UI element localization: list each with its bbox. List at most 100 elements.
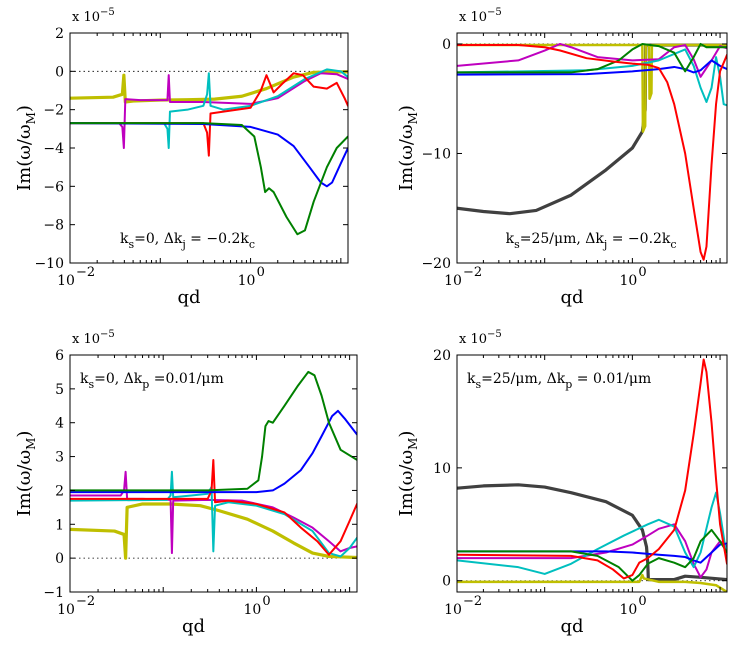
y-axis-label-close: ) xyxy=(14,105,35,112)
annotation-sub: s xyxy=(129,238,135,251)
annotation-text: =0, Δk xyxy=(134,231,183,247)
x-tick-exponent: 0 xyxy=(257,265,265,280)
y-axis-label: Im(ω/ωM) xyxy=(14,105,38,191)
y-tick-label: −1 xyxy=(43,585,64,601)
series-line-red xyxy=(70,458,357,556)
scale-note-base: x 10 xyxy=(459,332,487,347)
x-tick-exponent: −2 xyxy=(76,265,95,280)
series-line-yellow xyxy=(70,70,348,104)
y-tick-label: 0 xyxy=(55,551,64,567)
y-tick-label: −8 xyxy=(43,218,64,234)
y-axis-label-sub: M xyxy=(24,112,38,124)
series-line-magenta xyxy=(70,470,357,555)
x-tick-exponent: −2 xyxy=(463,265,482,280)
series-line-blue xyxy=(457,59,727,76)
y-axis-label-sub: M xyxy=(406,438,420,450)
y-tick-label: 10 xyxy=(433,461,451,477)
scale-note: x 10−5 xyxy=(72,329,115,347)
y-tick-label: 20 xyxy=(433,348,451,364)
x-tick-exponent: −2 xyxy=(76,594,95,609)
annotation-text: k xyxy=(120,231,129,247)
annotation: ks=25/μm, Δkp = 0.01/μm xyxy=(467,371,651,391)
series-line-blue xyxy=(70,122,348,188)
series-line-yellow xyxy=(457,573,727,592)
y-axis-label-close: ) xyxy=(14,431,35,438)
annotation-text: = −0.2k xyxy=(607,231,671,247)
y-axis-label-main: Im(ω/ω xyxy=(14,450,35,517)
y-tick-label: 0 xyxy=(55,64,64,80)
plot-frame xyxy=(69,354,358,593)
series-line-green xyxy=(457,42,727,74)
y-tick-label: 4 xyxy=(55,416,64,432)
x-tick-exponent: 0 xyxy=(638,594,646,609)
x-tick-exponent: −2 xyxy=(463,594,482,609)
x-tick-exponent: 0 xyxy=(262,594,270,609)
series-group xyxy=(457,42,727,261)
series-line-red xyxy=(70,72,348,157)
y-axis-label-main: Im(ω/ω xyxy=(396,124,417,191)
annotation: ks=0, Δkj = −0.2kc xyxy=(120,231,255,251)
y-tick-label: −10 xyxy=(34,256,64,272)
annotation: ks=0, Δkp =0.01/μm xyxy=(80,371,224,391)
x-tick-label: 10 xyxy=(619,602,637,618)
y-tick-label: 2 xyxy=(55,26,64,42)
scale-note: x 10−5 xyxy=(459,329,502,347)
y-axis-label-sub: M xyxy=(24,438,38,450)
x-tick-label: 10 xyxy=(444,273,462,289)
y-tick-label: 2 xyxy=(55,483,64,499)
annotation-text: =25/μm, Δk xyxy=(520,231,605,247)
y-tick-label: −4 xyxy=(43,141,64,157)
series-line-cyan xyxy=(457,48,727,107)
y-tick-label: −20 xyxy=(421,256,451,272)
x-tick-label: 10 xyxy=(444,602,462,618)
annotation-sub: j xyxy=(602,238,607,251)
y-axis-label-main: Im(ω/ω xyxy=(14,124,35,191)
x-axis-label: qd xyxy=(560,616,583,637)
annotation-sub: p xyxy=(142,378,149,391)
y-tick-label: −10 xyxy=(421,146,451,162)
scale-note-base: x 10 xyxy=(72,332,100,347)
y-axis-label-main: Im(ω/ω xyxy=(396,450,417,517)
series-line-green xyxy=(457,528,727,582)
y-tick-label: 1 xyxy=(55,517,64,533)
series-line-magenta xyxy=(70,72,348,149)
annotation-sub: j xyxy=(180,238,185,251)
annotation-sub: c xyxy=(670,238,676,251)
annotation-text: = 0.01/μm xyxy=(572,371,651,387)
series-line-cyan xyxy=(457,491,727,575)
y-axis-label: Im(ω/ωM) xyxy=(396,431,420,517)
y-tick-label: −6 xyxy=(43,179,64,195)
series-line-blue xyxy=(457,542,727,564)
annotation-sub: s xyxy=(88,378,94,391)
annotation-text: k xyxy=(506,231,515,247)
y-axis-label: Im(ω/ωM) xyxy=(14,431,38,517)
x-axis-label: qd xyxy=(560,287,583,308)
x-tick-label: 10 xyxy=(243,602,261,618)
y-axis-label-close: ) xyxy=(396,105,417,112)
scale-note-exponent: −5 xyxy=(487,7,502,18)
series-group xyxy=(457,358,727,592)
annotation-sub: c xyxy=(249,238,255,251)
scale-note: x 10−5 xyxy=(72,7,115,25)
annotation-text: =25/μm, Δk xyxy=(481,371,566,387)
y-tick-label: 6 xyxy=(55,348,64,364)
series-line-yellow xyxy=(70,502,357,560)
series-line-green xyxy=(70,122,348,236)
scale-note-exponent: −5 xyxy=(100,329,115,340)
series-group xyxy=(70,68,348,236)
x-tick-label: 10 xyxy=(57,273,75,289)
annotation-sub: p xyxy=(565,378,572,391)
scale-note-base: x 10 xyxy=(72,10,100,25)
series-group xyxy=(70,370,357,560)
series-line-red xyxy=(457,358,727,580)
y-tick-label: 5 xyxy=(55,382,64,398)
annotation-text: =0, Δk xyxy=(94,371,143,387)
y-axis-label-sub: M xyxy=(406,112,420,124)
annotation-sub: s xyxy=(514,238,520,251)
y-axis-label-close: ) xyxy=(396,431,417,438)
scale-note: x 10−5 xyxy=(459,7,502,25)
